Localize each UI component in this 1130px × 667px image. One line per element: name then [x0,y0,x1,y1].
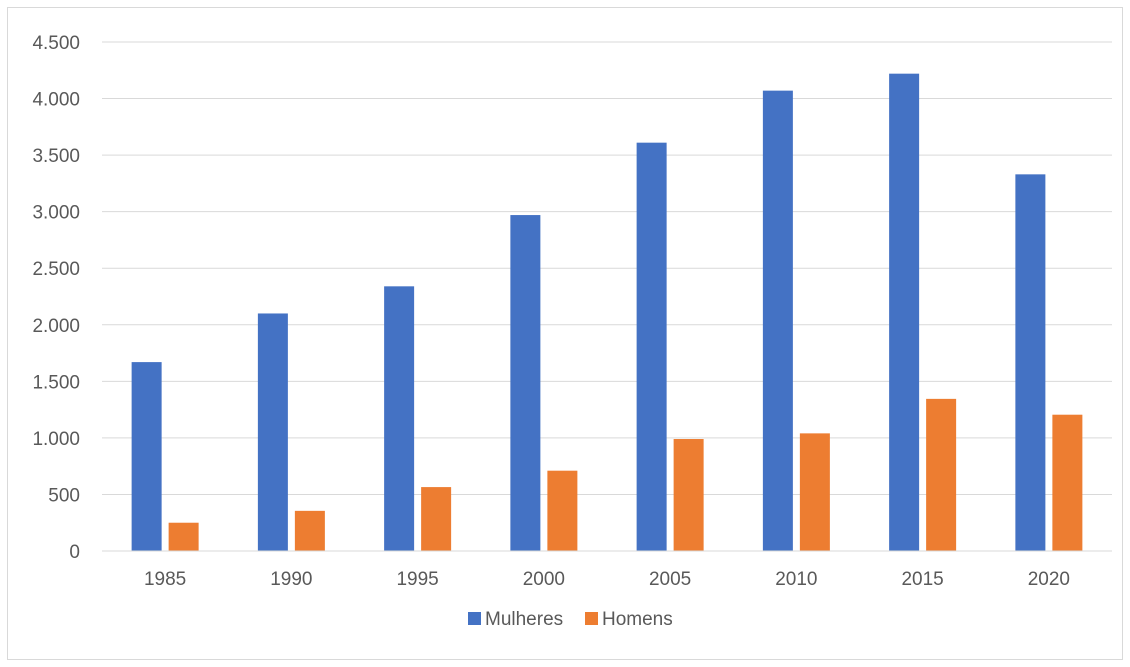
x-tick-label: 1995 [396,569,438,590]
bar-mulheres-2015 [889,73,920,551]
y-tick-label: 1.500 [32,372,80,393]
y-tick-label: 4.000 [32,90,80,111]
bar-homens-1995 [421,487,452,551]
legend-swatch-homens [585,612,598,625]
y-tick-label: 3.500 [32,146,80,167]
y-axis-tick-labels: 0 500 1.000 1.500 2.000 2.500 3.000 3.500 4.000 4… [32,33,80,563]
gridlines [102,41,1112,495]
x-tick-label: 2020 [1028,569,1070,590]
x-tick-label: 2000 [523,569,565,590]
y-tick-label: 2.000 [32,316,80,337]
x-tick-label: 2015 [901,569,943,590]
y-tick-label: 2.500 [32,259,80,280]
legend-swatch-mulheres [468,612,481,625]
legend-label-homens: Homens [602,609,673,630]
bar-mulheres-1995 [384,286,415,551]
bar-homens-2005 [673,439,704,551]
bar-homens-2000 [547,470,578,551]
x-tick-label: 1990 [270,569,312,590]
x-tick-label: 1985 [144,569,186,590]
bar-mulheres-2005 [636,142,667,551]
bar-mulheres-2020 [1015,174,1046,551]
bar-mulheres-1985 [131,362,162,551]
y-tick-label: 500 [48,485,80,506]
bar-homens-2015 [926,398,957,551]
bar-mulheres-2000 [510,215,541,551]
bar-mulheres-2010 [762,90,793,551]
bar-homens-1985 [168,522,199,551]
legend-label-mulheres: Mulheres [485,609,563,630]
bar-homens-2010 [799,433,830,551]
bars [131,73,1083,551]
y-tick-label: 4.500 [32,33,80,54]
y-tick-label: 0 [69,542,80,563]
bar-mulheres-1990 [257,313,288,551]
bar-homens-1990 [294,510,325,551]
x-axis-tick-labels: 1985 1990 1995 2000 2005 2010 2015 2020 [144,569,1070,590]
legend: Mulheres Homens [468,609,673,630]
x-tick-label: 2005 [649,569,691,590]
y-tick-label: 3.000 [32,203,80,224]
y-tick-label: 1.000 [32,429,80,450]
bar-homens-2020 [1052,414,1083,551]
x-tick-label: 2010 [775,569,817,590]
